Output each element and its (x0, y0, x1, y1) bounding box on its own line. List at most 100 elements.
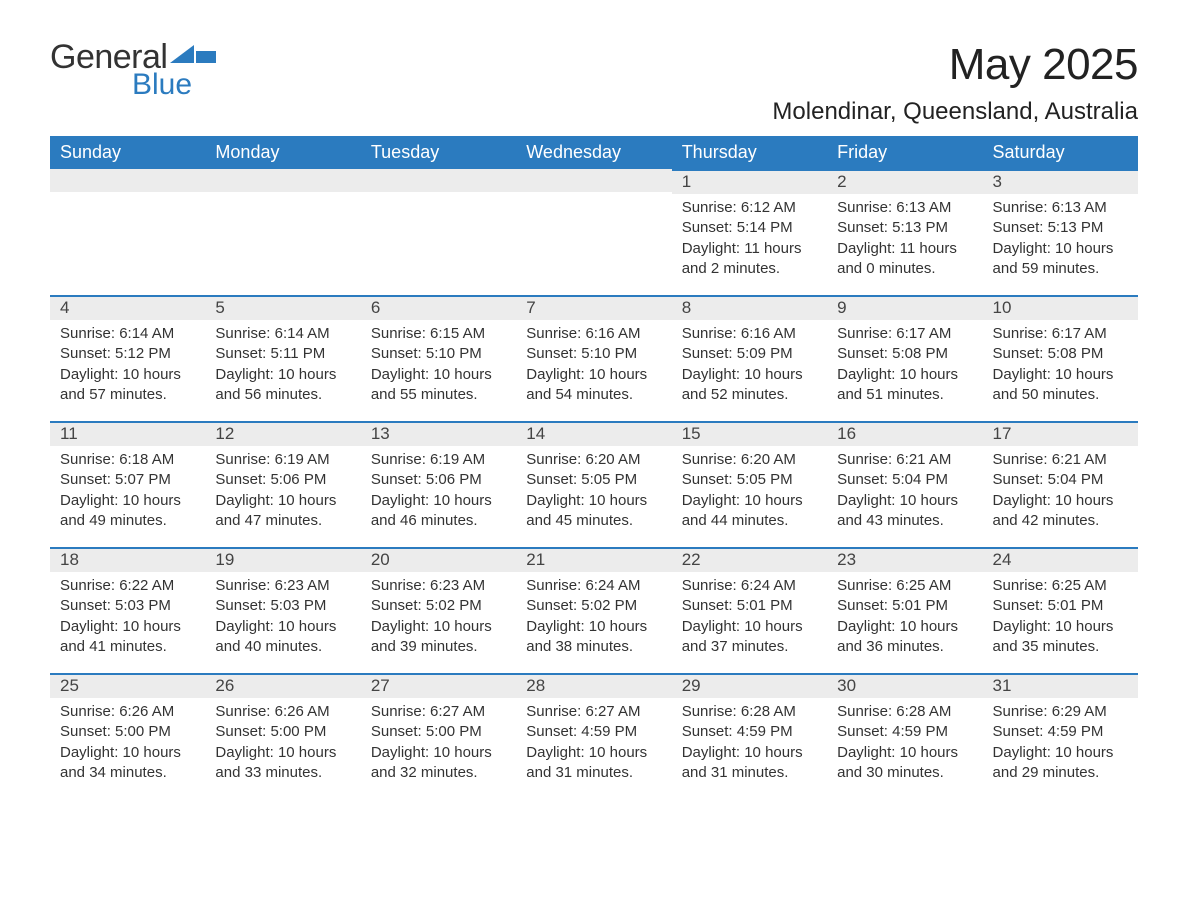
sunset-text: Sunset: 5:08 PM (993, 344, 1128, 364)
sunrise-text: Sunrise: 6:15 AM (371, 324, 506, 344)
day-header: Wednesday (516, 136, 671, 169)
daylight-text: Daylight: 10 hours and 44 minutes. (682, 491, 817, 532)
calendar-day-cell: 6Sunrise: 6:15 AMSunset: 5:10 PMDaylight… (361, 295, 516, 421)
sunrise-text: Sunrise: 6:27 AM (526, 702, 661, 722)
sunset-text: Sunset: 5:01 PM (682, 596, 817, 616)
sunset-text: Sunset: 5:08 PM (837, 344, 972, 364)
daylight-text: Daylight: 10 hours and 52 minutes. (682, 365, 817, 406)
sunrise-text: Sunrise: 6:23 AM (371, 576, 506, 596)
sunrise-text: Sunrise: 6:19 AM (215, 450, 350, 470)
calendar-day-cell: 17Sunrise: 6:21 AMSunset: 5:04 PMDayligh… (983, 421, 1138, 547)
sunrise-text: Sunrise: 6:12 AM (682, 198, 817, 218)
daylight-text: Daylight: 10 hours and 46 minutes. (371, 491, 506, 532)
calendar-day-cell: 30Sunrise: 6:28 AMSunset: 4:59 PMDayligh… (827, 673, 982, 799)
day-number: 1 (672, 169, 827, 194)
day-number: 26 (205, 673, 360, 698)
sunset-text: Sunset: 5:06 PM (371, 470, 506, 490)
day-content: Sunrise: 6:17 AMSunset: 5:08 PMDaylight:… (983, 320, 1138, 413)
calendar-page: General Blue May 2025 Molendinar, Queens… (0, 0, 1188, 849)
sunset-text: Sunset: 5:12 PM (60, 344, 195, 364)
day-content: Sunrise: 6:17 AMSunset: 5:08 PMDaylight:… (827, 320, 982, 413)
daylight-text: Daylight: 10 hours and 37 minutes. (682, 617, 817, 658)
sunrise-text: Sunrise: 6:25 AM (993, 576, 1128, 596)
sunrise-text: Sunrise: 6:29 AM (993, 702, 1128, 722)
day-content: Sunrise: 6:27 AMSunset: 5:00 PMDaylight:… (361, 698, 516, 791)
sunset-text: Sunset: 4:59 PM (993, 722, 1128, 742)
calendar-day-cell (205, 169, 360, 295)
sunrise-text: Sunrise: 6:17 AM (993, 324, 1128, 344)
sunrise-text: Sunrise: 6:13 AM (993, 198, 1128, 218)
calendar-day-cell: 11Sunrise: 6:18 AMSunset: 5:07 PMDayligh… (50, 421, 205, 547)
sunrise-text: Sunrise: 6:21 AM (837, 450, 972, 470)
sunrise-text: Sunrise: 6:28 AM (682, 702, 817, 722)
sunrise-text: Sunrise: 6:19 AM (371, 450, 506, 470)
daylight-text: Daylight: 10 hours and 42 minutes. (993, 491, 1128, 532)
day-number: 25 (50, 673, 205, 698)
day-number: 27 (361, 673, 516, 698)
sunset-text: Sunset: 5:09 PM (682, 344, 817, 364)
day-number: 10 (983, 295, 1138, 320)
calendar-day-cell: 1Sunrise: 6:12 AMSunset: 5:14 PMDaylight… (672, 169, 827, 295)
calendar-day-cell: 8Sunrise: 6:16 AMSunset: 5:09 PMDaylight… (672, 295, 827, 421)
empty-day-number (205, 169, 360, 192)
sunrise-text: Sunrise: 6:14 AM (60, 324, 195, 344)
sunrise-text: Sunrise: 6:24 AM (682, 576, 817, 596)
day-number: 13 (361, 421, 516, 446)
empty-day-number (50, 169, 205, 192)
sunrise-text: Sunrise: 6:20 AM (526, 450, 661, 470)
logo: General Blue (50, 40, 216, 100)
sunrise-text: Sunrise: 6:13 AM (837, 198, 972, 218)
empty-day-number (361, 169, 516, 192)
sunset-text: Sunset: 5:10 PM (526, 344, 661, 364)
daylight-text: Daylight: 10 hours and 51 minutes. (837, 365, 972, 406)
calendar-week-row: 11Sunrise: 6:18 AMSunset: 5:07 PMDayligh… (50, 421, 1138, 547)
day-number: 19 (205, 547, 360, 572)
day-content: Sunrise: 6:23 AMSunset: 5:03 PMDaylight:… (205, 572, 360, 665)
day-number: 29 (672, 673, 827, 698)
day-header: Thursday (672, 136, 827, 169)
daylight-text: Daylight: 10 hours and 31 minutes. (682, 743, 817, 784)
day-number: 5 (205, 295, 360, 320)
calendar-day-cell: 27Sunrise: 6:27 AMSunset: 5:00 PMDayligh… (361, 673, 516, 799)
day-number: 18 (50, 547, 205, 572)
sunset-text: Sunset: 5:02 PM (526, 596, 661, 616)
daylight-text: Daylight: 10 hours and 40 minutes. (215, 617, 350, 658)
day-content: Sunrise: 6:13 AMSunset: 5:13 PMDaylight:… (827, 194, 982, 287)
calendar-day-cell: 2Sunrise: 6:13 AMSunset: 5:13 PMDaylight… (827, 169, 982, 295)
calendar-day-cell: 10Sunrise: 6:17 AMSunset: 5:08 PMDayligh… (983, 295, 1138, 421)
sunrise-text: Sunrise: 6:17 AM (837, 324, 972, 344)
daylight-text: Daylight: 10 hours and 29 minutes. (993, 743, 1128, 784)
day-number: 20 (361, 547, 516, 572)
day-content: Sunrise: 6:15 AMSunset: 5:10 PMDaylight:… (361, 320, 516, 413)
sunrise-text: Sunrise: 6:14 AM (215, 324, 350, 344)
day-content: Sunrise: 6:25 AMSunset: 5:01 PMDaylight:… (983, 572, 1138, 665)
day-number: 28 (516, 673, 671, 698)
sunrise-text: Sunrise: 6:24 AM (526, 576, 661, 596)
daylight-text: Daylight: 10 hours and 50 minutes. (993, 365, 1128, 406)
daylight-text: Daylight: 10 hours and 35 minutes. (993, 617, 1128, 658)
day-number: 23 (827, 547, 982, 572)
sunrise-text: Sunrise: 6:16 AM (526, 324, 661, 344)
day-number: 6 (361, 295, 516, 320)
sunset-text: Sunset: 4:59 PM (526, 722, 661, 742)
day-header-row: Sunday Monday Tuesday Wednesday Thursday… (50, 136, 1138, 169)
calendar-day-cell: 4Sunrise: 6:14 AMSunset: 5:12 PMDaylight… (50, 295, 205, 421)
calendar-day-cell: 31Sunrise: 6:29 AMSunset: 4:59 PMDayligh… (983, 673, 1138, 799)
daylight-text: Daylight: 11 hours and 0 minutes. (837, 239, 972, 280)
day-number: 21 (516, 547, 671, 572)
day-header: Saturday (983, 136, 1138, 169)
calendar-day-cell: 12Sunrise: 6:19 AMSunset: 5:06 PMDayligh… (205, 421, 360, 547)
day-header: Friday (827, 136, 982, 169)
daylight-text: Daylight: 10 hours and 39 minutes. (371, 617, 506, 658)
sunset-text: Sunset: 5:01 PM (993, 596, 1128, 616)
day-number: 9 (827, 295, 982, 320)
day-content: Sunrise: 6:23 AMSunset: 5:02 PMDaylight:… (361, 572, 516, 665)
day-number: 3 (983, 169, 1138, 194)
empty-day-number (516, 169, 671, 192)
sunrise-text: Sunrise: 6:26 AM (60, 702, 195, 722)
day-content: Sunrise: 6:24 AMSunset: 5:02 PMDaylight:… (516, 572, 671, 665)
day-content: Sunrise: 6:16 AMSunset: 5:09 PMDaylight:… (672, 320, 827, 413)
day-content: Sunrise: 6:29 AMSunset: 4:59 PMDaylight:… (983, 698, 1138, 791)
logo-text-blue: Blue (132, 70, 192, 100)
day-content: Sunrise: 6:14 AMSunset: 5:11 PMDaylight:… (205, 320, 360, 413)
